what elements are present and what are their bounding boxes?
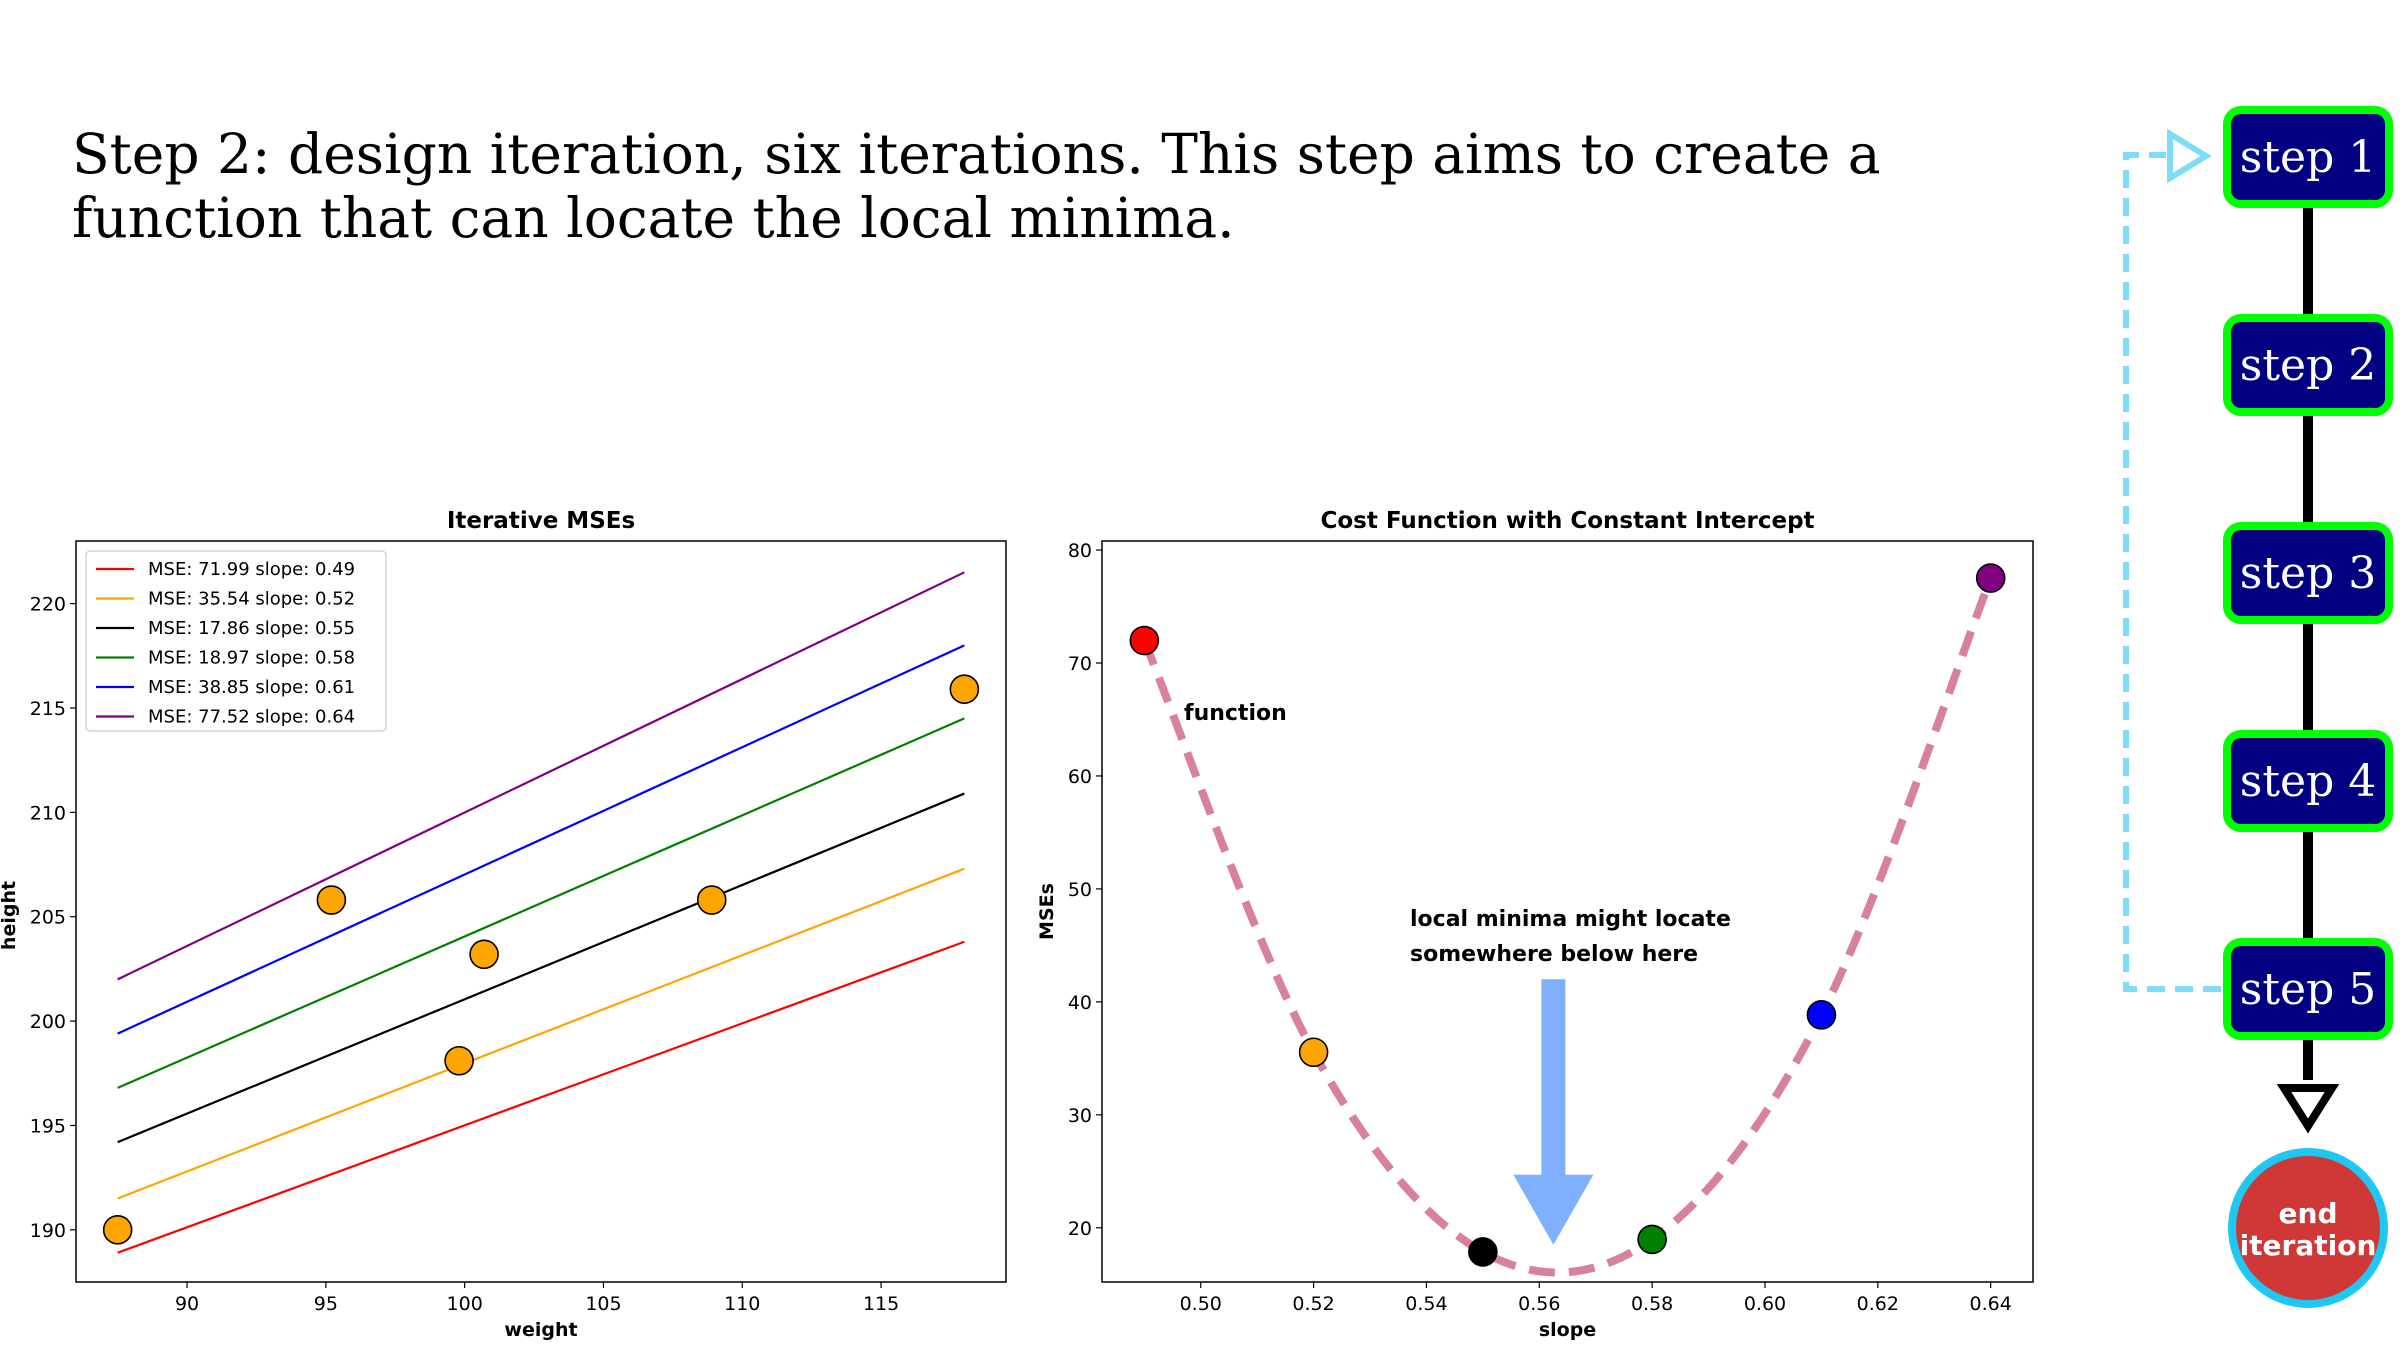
x-tick-label: 0.52 xyxy=(1292,1293,1334,1315)
y-tick-label: 20 xyxy=(1068,1218,1092,1240)
y-tick-label: 210 xyxy=(30,802,66,824)
cost-point xyxy=(1468,1237,1498,1267)
end-label-line: iteration xyxy=(2240,1229,2377,1262)
legend-label: MSE: 35.54 slope: 0.52 xyxy=(148,589,355,610)
series-line xyxy=(117,792,965,1144)
y-tick-label: 190 xyxy=(30,1220,66,1242)
x-tick-label: 105 xyxy=(585,1293,621,1315)
y-tick-label: 60 xyxy=(1068,766,1092,788)
chart-title: Iterative MSEs xyxy=(447,508,635,534)
legend-label: MSE: 71.99 slope: 0.49 xyxy=(148,559,355,580)
x-tick-label: 115 xyxy=(863,1293,899,1315)
series-line xyxy=(117,867,965,1200)
cost-point xyxy=(1129,625,1160,656)
cost-point xyxy=(1975,563,2006,593)
loop-arrowhead-icon xyxy=(2167,128,2212,184)
x-tick-label: 90 xyxy=(175,1293,199,1315)
x-tick-label: 110 xyxy=(724,1293,760,1315)
end-label-line: end xyxy=(2279,1197,2338,1230)
legend-label: MSE: 77.52 slope: 0.64 xyxy=(148,707,355,728)
x-tick-label: 100 xyxy=(447,1293,483,1315)
flow-arrowhead-icon xyxy=(2276,1084,2340,1134)
legend-label: MSE: 18.97 slope: 0.58 xyxy=(148,648,355,669)
x-tick-label: 0.50 xyxy=(1180,1293,1222,1315)
x-tick-label: 0.62 xyxy=(1857,1293,1899,1315)
x-axis-label: slope xyxy=(1539,1319,1596,1341)
legend-label: MSE: 17.86 slope: 0.55 xyxy=(148,618,355,639)
data-point xyxy=(102,1215,133,1245)
loop-back-path xyxy=(2123,152,2221,992)
step-label: step 1 xyxy=(2240,132,2376,183)
cost-point xyxy=(1637,1224,1667,1255)
series-line xyxy=(117,644,965,1035)
cost-point xyxy=(1806,1000,1837,1030)
x-tick-label: 0.56 xyxy=(1518,1293,1560,1315)
step-label: step 4 xyxy=(2240,756,2376,807)
y-tick-label: 50 xyxy=(1068,879,1092,901)
cost-curve xyxy=(1140,576,1995,1277)
page-heading: Step 2: design iteration, six iterations… xyxy=(72,122,1881,250)
y-axis-label: MSEs xyxy=(1036,883,1058,940)
data-point xyxy=(316,885,347,915)
y-tick-label: 80 xyxy=(1068,540,1092,562)
step-label: step 2 xyxy=(2240,340,2376,391)
step-box xyxy=(2223,314,2393,416)
y-tick-label: 220 xyxy=(30,594,66,616)
step-box xyxy=(2223,938,2393,1040)
x-tick-label: 0.58 xyxy=(1631,1293,1673,1315)
down-arrow-icon xyxy=(1513,979,1594,1245)
step-flow: step 1 step 2 step 3 step 4 step 5 enditerati… xyxy=(2123,106,2393,1308)
curve-label: function xyxy=(1184,701,1287,726)
step-box xyxy=(2223,522,2393,624)
step-label: step 5 xyxy=(2240,964,2376,1015)
y-tick-label: 30 xyxy=(1068,1105,1092,1127)
cost-function-chart: Cost Function with Constant Intercept 0.5… xyxy=(1036,508,2034,1341)
x-tick-label: 0.64 xyxy=(1970,1293,2012,1315)
y-tick-label: 200 xyxy=(30,1011,66,1033)
y-tick-label: 195 xyxy=(30,1115,66,1137)
annotation-line: somewhere below here xyxy=(1410,942,1698,967)
plot-frame xyxy=(1101,540,2034,1283)
series-line xyxy=(117,717,965,1089)
legend-label: MSE: 38.85 slope: 0.61 xyxy=(148,677,355,698)
step-box xyxy=(2223,730,2393,832)
chart-title: Cost Function with Constant Intercept xyxy=(1320,508,1814,534)
iterative-mses-chart: Iterative MSEs 90 95 100 105 110 115 190 195 200 2… xyxy=(0,508,1007,1341)
cost-point xyxy=(1298,1037,1329,1068)
data-point xyxy=(696,885,727,915)
data-point xyxy=(949,674,980,705)
legend: MSE: 71.99 slope: 0.49 MSE: 35.54 slope: … xyxy=(85,550,387,732)
series-line xyxy=(117,940,965,1254)
series-line xyxy=(117,571,965,981)
x-tick-label: 0.54 xyxy=(1405,1293,1447,1315)
step-box xyxy=(2223,106,2393,208)
x-tick-label: 0.60 xyxy=(1744,1293,1786,1315)
y-axis-label: height xyxy=(0,881,20,950)
data-point xyxy=(469,939,499,970)
data-point xyxy=(444,1045,474,1076)
y-tick-label: 205 xyxy=(30,907,66,929)
y-tick-label: 215 xyxy=(30,698,66,720)
x-tick-label: 95 xyxy=(314,1293,338,1315)
x-axis-label: weight xyxy=(504,1319,577,1341)
end-iteration-circle xyxy=(2228,1148,2388,1308)
annotation-line: local minima might locate xyxy=(1410,907,1731,932)
legend-box xyxy=(85,550,387,732)
y-tick-label: 70 xyxy=(1068,653,1092,675)
step-label: step 3 xyxy=(2240,548,2376,599)
y-tick-label: 40 xyxy=(1068,992,1092,1014)
